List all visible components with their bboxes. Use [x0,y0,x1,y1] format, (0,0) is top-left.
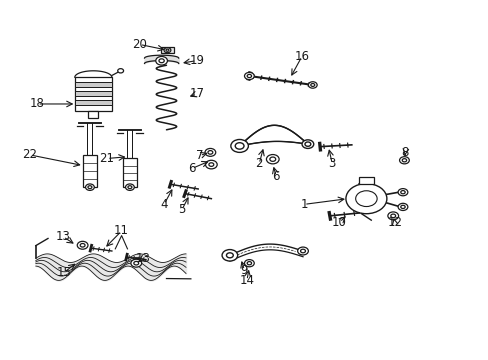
Bar [75,82,112,87]
Text: 18: 18 [30,98,44,111]
Circle shape [302,140,313,148]
Circle shape [305,142,310,146]
Circle shape [222,249,237,261]
Circle shape [125,184,134,190]
Polygon shape [75,77,112,111]
Circle shape [163,48,170,53]
Circle shape [397,189,407,196]
Circle shape [355,191,376,207]
Text: 8: 8 [401,145,408,158]
Text: 13: 13 [135,252,150,265]
Circle shape [266,154,279,164]
Bar [123,158,137,187]
Circle shape [300,249,305,253]
Text: 16: 16 [294,50,309,63]
Circle shape [399,157,408,164]
Circle shape [387,212,398,220]
Circle shape [244,72,254,80]
Circle shape [204,148,215,156]
Circle shape [297,247,308,255]
Circle shape [269,157,275,161]
Text: 22: 22 [22,148,38,161]
Circle shape [134,261,139,265]
Text: 10: 10 [331,216,346,229]
Text: 5: 5 [178,203,185,216]
Bar [88,111,98,118]
Text: 2: 2 [255,157,263,170]
Text: 7: 7 [196,149,203,162]
Circle shape [345,184,386,214]
Bar [358,177,373,184]
Circle shape [308,82,317,88]
Circle shape [244,260,254,267]
Circle shape [88,186,92,189]
Circle shape [235,143,244,149]
Polygon shape [239,125,307,146]
Circle shape [118,69,123,73]
Text: 6: 6 [188,162,195,175]
Circle shape [208,163,213,166]
Text: 4: 4 [160,198,167,211]
Circle shape [246,75,251,78]
Text: 19: 19 [189,54,204,67]
Circle shape [310,84,314,86]
Text: 12: 12 [386,216,401,229]
Text: 14: 14 [239,274,254,287]
Bar [160,47,174,53]
Circle shape [400,190,405,194]
Text: 9: 9 [240,264,248,277]
Circle shape [85,184,94,190]
Circle shape [397,203,407,211]
Circle shape [402,159,406,162]
Circle shape [77,241,88,249]
Bar [75,91,112,96]
Text: 15: 15 [57,266,71,279]
Circle shape [207,150,212,154]
Circle shape [80,243,85,247]
Text: 13: 13 [56,230,70,243]
Circle shape [400,205,405,208]
Circle shape [165,49,168,51]
Circle shape [156,57,167,65]
Text: 3: 3 [328,157,335,170]
Text: 11: 11 [114,224,129,238]
Circle shape [390,214,395,218]
Text: 6: 6 [272,170,279,183]
Text: 17: 17 [189,87,204,100]
Text: 1: 1 [300,198,307,211]
Circle shape [205,160,217,169]
Bar [75,100,112,105]
Text: 21: 21 [99,152,114,165]
Circle shape [128,186,132,189]
Circle shape [159,59,164,63]
Circle shape [131,259,142,267]
Circle shape [246,262,251,265]
Text: 20: 20 [132,38,147,51]
Bar [83,155,97,187]
Circle shape [226,253,233,258]
Circle shape [230,139,248,152]
